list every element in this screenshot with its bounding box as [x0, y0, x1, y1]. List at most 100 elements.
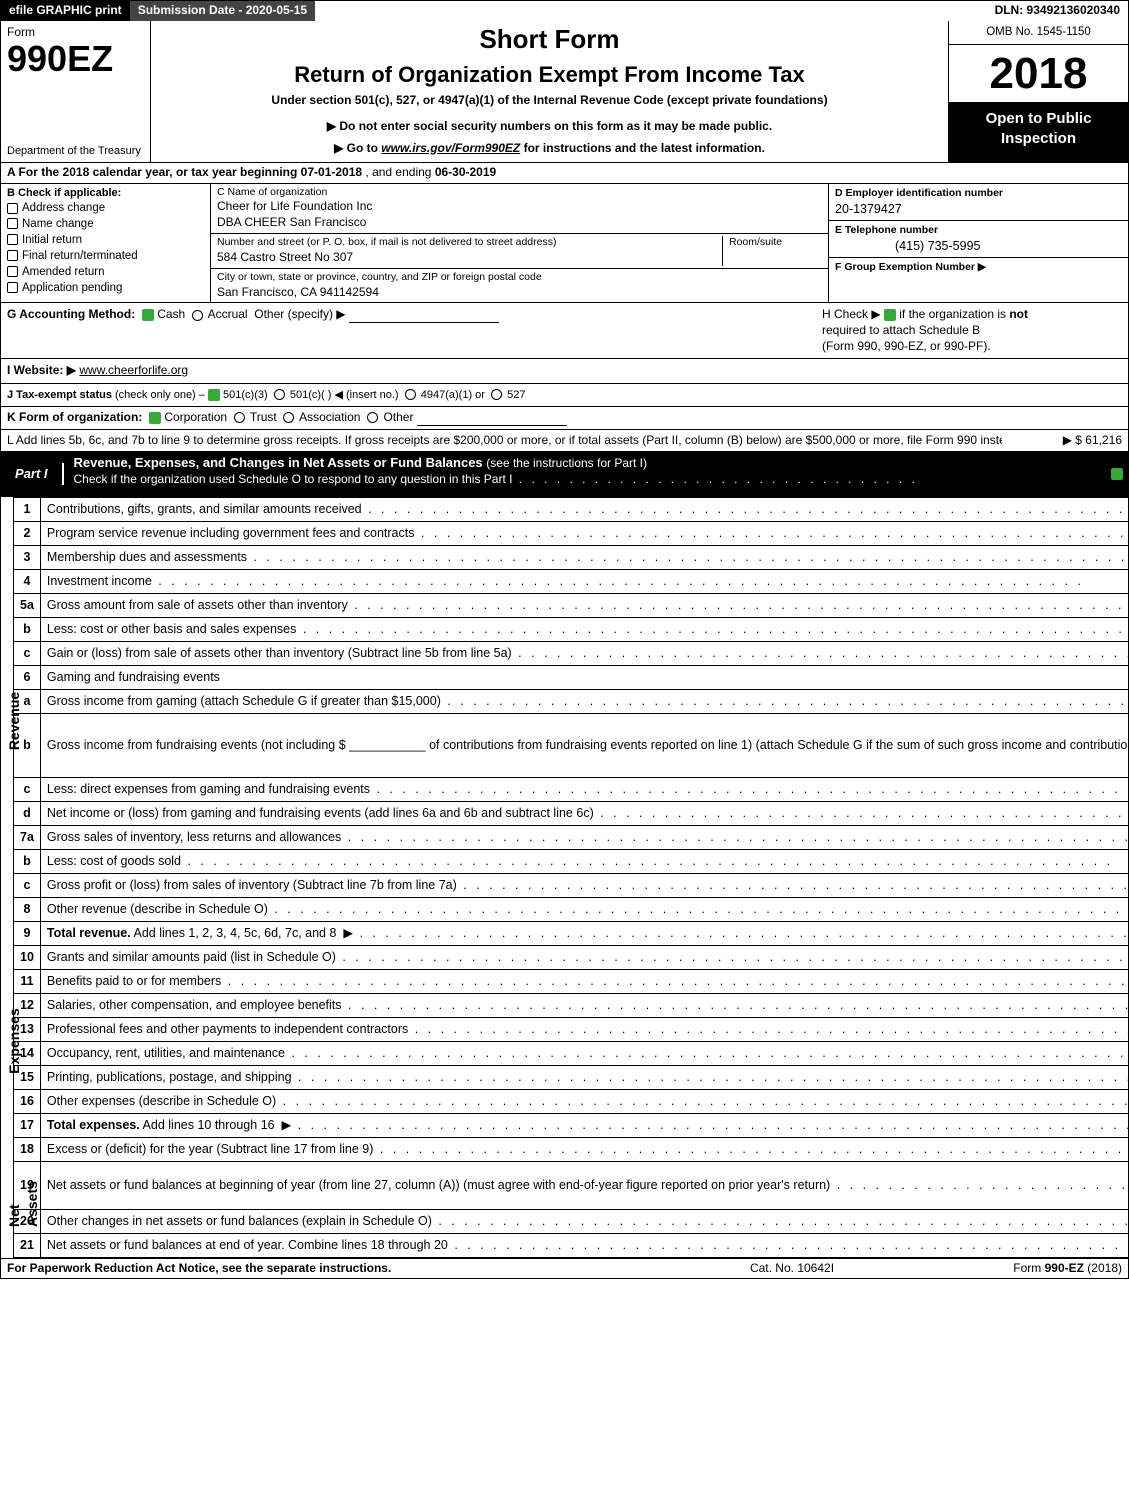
part-i-schedule-o-check[interactable] — [1111, 468, 1123, 480]
g-cash-check[interactable] — [142, 309, 154, 321]
j-501c3-check[interactable] — [208, 389, 220, 401]
line-c-desc: Less: direct expenses from gaming and fu… — [40, 777, 1129, 801]
row-l: L Add lines 5b, 6c, and 7b to line 9 to … — [1, 430, 1128, 453]
k-other-check[interactable] — [367, 412, 378, 423]
h-checkbox[interactable] — [884, 309, 896, 321]
part-i-sub: (see the instructions for Part I) — [486, 456, 647, 470]
line-5a-number: 5a — [14, 593, 41, 617]
h-text3: required to attach Schedule B — [822, 323, 980, 337]
b-application-pending[interactable]: Application pending — [7, 281, 204, 296]
line-10-number: 10 — [14, 945, 41, 969]
j-527: 527 — [507, 389, 525, 401]
k-assoc-check[interactable] — [283, 412, 294, 423]
revenue-section-label: Revenue — [1, 497, 14, 945]
omb-number: OMB No. 1545-1150 — [949, 21, 1128, 45]
g-accrual-check[interactable] — [192, 310, 203, 321]
line-16-desc: Other expenses (describe in Schedule O) — [40, 1089, 1129, 1113]
line-c-number: c — [14, 873, 41, 897]
line-12-desc: Salaries, other compensation, and employ… — [40, 993, 1129, 1017]
paperwork-notice: For Paperwork Reduction Act Notice, see … — [7, 1261, 662, 1277]
b-header: B Check if applicable: — [7, 187, 121, 199]
goto-link[interactable]: www.irs.gov/Form990EZ — [381, 141, 520, 155]
line-15-desc: Printing, publications, postage, and shi… — [40, 1065, 1129, 1089]
line-9-number: 9 — [14, 921, 41, 945]
d-column: D Employer identification number 20-1379… — [828, 184, 1128, 303]
b-column: B Check if applicable: Address change Na… — [1, 184, 211, 303]
efile-graphic-print[interactable]: efile GRAPHIC print — [1, 1, 130, 21]
j-527-check[interactable] — [491, 389, 502, 400]
j-sub: (check only one) – — [115, 389, 205, 401]
part-i-header: Part I Revenue, Expenses, and Changes in… — [1, 452, 1128, 496]
page-footer: For Paperwork Reduction Act Notice, see … — [1, 1258, 1128, 1279]
line-11-desc: Benefits paid to or for members — [40, 969, 1129, 993]
line-17-number: 17 — [14, 1113, 41, 1137]
line-b-number: b — [14, 617, 41, 641]
k-corp: Corporation — [164, 410, 227, 424]
line-17-desc: Total expenses. Add lines 10 through 16 … — [40, 1113, 1129, 1137]
c-name-label: C Name of organization — [217, 186, 822, 200]
line-c-number: c — [14, 777, 41, 801]
b-address-change[interactable]: Address change — [7, 201, 204, 216]
line-c-desc: Gain or (loss) from sale of assets other… — [40, 641, 1129, 665]
line-8-number: 8 — [14, 897, 41, 921]
dln-number: DLN: 93492136020340 — [987, 1, 1128, 21]
c-street-label: Number and street (or P. O. box, if mail… — [217, 236, 722, 250]
g-label: G Accounting Method: — [7, 307, 135, 321]
i-website[interactable]: www.cheerforlife.org — [79, 363, 188, 377]
part-i-table: Revenue1Contributions, gifts, grants, an… — [1, 497, 1129, 1258]
k-assoc: Association — [299, 410, 360, 424]
short-form-title: Short Form — [161, 23, 938, 57]
c-room-suite-label: Room/suite — [722, 236, 822, 266]
line-2-desc: Program service revenue including govern… — [40, 521, 1129, 545]
b-final-return[interactable]: Final return/terminated — [7, 249, 204, 264]
part-i-check-text: Check if the organization used Schedule … — [74, 472, 513, 486]
expenses-section-label: Expenses — [1, 945, 14, 1137]
a-mid: , and ending — [365, 165, 434, 179]
d-ein: 20-1379427 — [835, 202, 902, 216]
b-amended-return[interactable]: Amended return — [7, 265, 204, 280]
l-amount: ▶ $ 61,216 — [1002, 433, 1122, 449]
e-telephone: (415) 735-5995 — [835, 239, 980, 253]
line-1-desc: Contributions, gifts, grants, and simila… — [40, 497, 1129, 521]
b-name-change[interactable]: Name change — [7, 217, 204, 232]
goto-instructions: ▶ Go to www.irs.gov/Form990EZ for instru… — [161, 141, 938, 157]
line-7a-number: 7a — [14, 825, 41, 849]
i-label: I Website: ▶ — [7, 363, 76, 377]
form-ref: Form 990-EZ (2018) — [922, 1261, 1122, 1277]
row-k: K Form of organization: Corporation Trus… — [1, 407, 1128, 430]
line-d-number: d — [14, 801, 41, 825]
line-16-number: 16 — [14, 1089, 41, 1113]
line-8-desc: Other revenue (describe in Schedule O) — [40, 897, 1129, 921]
j-4947-check[interactable] — [405, 389, 416, 400]
return-title: Return of Organization Exempt From Incom… — [161, 61, 938, 90]
row-a-tax-year: A For the 2018 calendar year, or tax yea… — [1, 163, 1128, 184]
c-org-name: Cheer for Life Foundation Inc — [217, 199, 372, 213]
h-text4: (Form 990, 990-EZ, or 990-PF). — [822, 339, 991, 353]
b-initial-return[interactable]: Initial return — [7, 233, 204, 248]
d-ein-label: D Employer identification number — [835, 187, 1003, 199]
g-other: Other (specify) ▶ — [254, 307, 345, 321]
line-c-number: c — [14, 641, 41, 665]
k-other: Other — [383, 410, 413, 424]
c-street: 584 Castro Street No 307 — [217, 250, 353, 264]
tax-year: 2018 — [949, 45, 1128, 103]
line-a-desc: Gross income from gaming (attach Schedul… — [40, 689, 1129, 713]
c-city-label: City or town, state or province, country… — [217, 271, 822, 285]
g-other-input[interactable] — [349, 309, 499, 323]
k-trust-check[interactable] — [234, 412, 245, 423]
form-number: 990EZ — [7, 41, 144, 77]
line-21-desc: Net assets or fund balances at end of ye… — [40, 1233, 1129, 1257]
under-section-text: Under section 501(c), 527, or 4947(a)(1)… — [161, 93, 938, 109]
line-11-number: 11 — [14, 969, 41, 993]
line-19-desc: Net assets or fund balances at beginning… — [40, 1161, 1129, 1209]
form-990ez-page: efile GRAPHIC print Submission Date - 20… — [0, 0, 1129, 1279]
topbar-spacer — [315, 1, 986, 21]
form-header: Form 990EZ Department of the Treasury Sh… — [1, 21, 1128, 163]
k-label: K Form of organization: — [7, 410, 142, 424]
k-corp-check[interactable] — [149, 412, 161, 424]
line-14-desc: Occupancy, rent, utilities, and maintena… — [40, 1041, 1129, 1065]
l-text: L Add lines 5b, 6c, and 7b to line 9 to … — [7, 433, 1002, 447]
j-501c-check[interactable] — [274, 389, 285, 400]
k-other-input[interactable] — [417, 412, 567, 426]
h-not: not — [1009, 307, 1028, 321]
